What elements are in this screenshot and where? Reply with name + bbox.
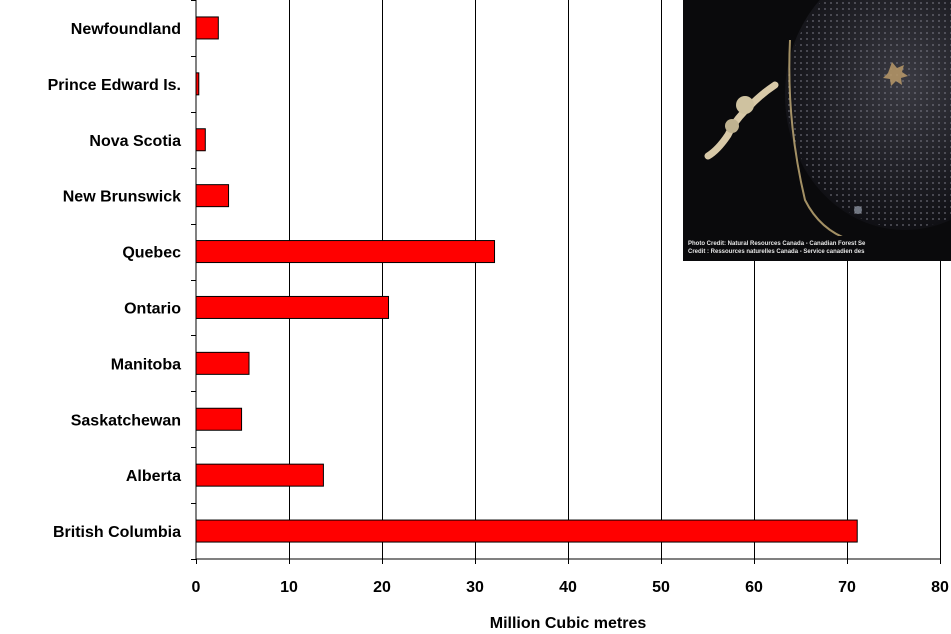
category-label: Newfoundland — [71, 21, 181, 38]
x-tick-label-70: 70 — [838, 579, 856, 596]
x-tick-label-50: 50 — [652, 579, 670, 596]
bar-nova-scotia — [195, 128, 206, 152]
x-axis-title: Million Cubic metres — [490, 615, 647, 632]
bar-quebec — [195, 240, 496, 264]
category-label: Alberta — [126, 468, 181, 485]
x-tick-label-0: 0 — [192, 579, 201, 596]
x-axis-ticks — [196, 559, 941, 564]
category-label: Quebec — [122, 245, 181, 262]
category-label: New Brunswick — [63, 189, 181, 206]
bar-newfoundland — [195, 16, 219, 40]
bar-alberta — [195, 463, 324, 487]
inset-beetle-photo: Photo Credit: Natural Resources Canada -… — [683, 0, 951, 261]
category-label: Ontario — [124, 300, 181, 317]
x-tick-label-30: 30 — [466, 579, 484, 596]
bar-manitoba — [195, 351, 250, 375]
x-tick-labels: 0 10 20 30 40 50 60 70 80 — [192, 579, 949, 596]
category-label: Saskatchewan — [71, 412, 181, 429]
bar-british-columbia — [195, 519, 858, 543]
bar-saskatchewan — [195, 407, 243, 431]
bar-new-brunswick — [195, 184, 230, 208]
y-axis-ticks — [191, 0, 196, 560]
category-label: Manitoba — [111, 356, 181, 373]
x-tick-label-80: 80 — [931, 579, 949, 596]
bars — [195, 16, 858, 543]
category-label: Nova Scotia — [89, 133, 181, 150]
photo-credit-line-2: Credit : Ressources naturelles Canada - … — [688, 249, 865, 255]
photo-credit-line-1: Photo Credit: Natural Resources Canada -… — [688, 241, 866, 247]
x-tick-label-20: 20 — [373, 579, 391, 596]
bar-ontario — [195, 295, 390, 319]
x-tick-label-40: 40 — [559, 579, 577, 596]
x-tick-label-60: 60 — [745, 579, 763, 596]
x-tick-label-10: 10 — [280, 579, 298, 596]
category-label: British Columbia — [53, 524, 181, 541]
category-labels: Newfoundland Prince Edward Is. Nova Scotia… — [48, 21, 182, 541]
category-label: Prince Edward Is. — [48, 77, 181, 94]
